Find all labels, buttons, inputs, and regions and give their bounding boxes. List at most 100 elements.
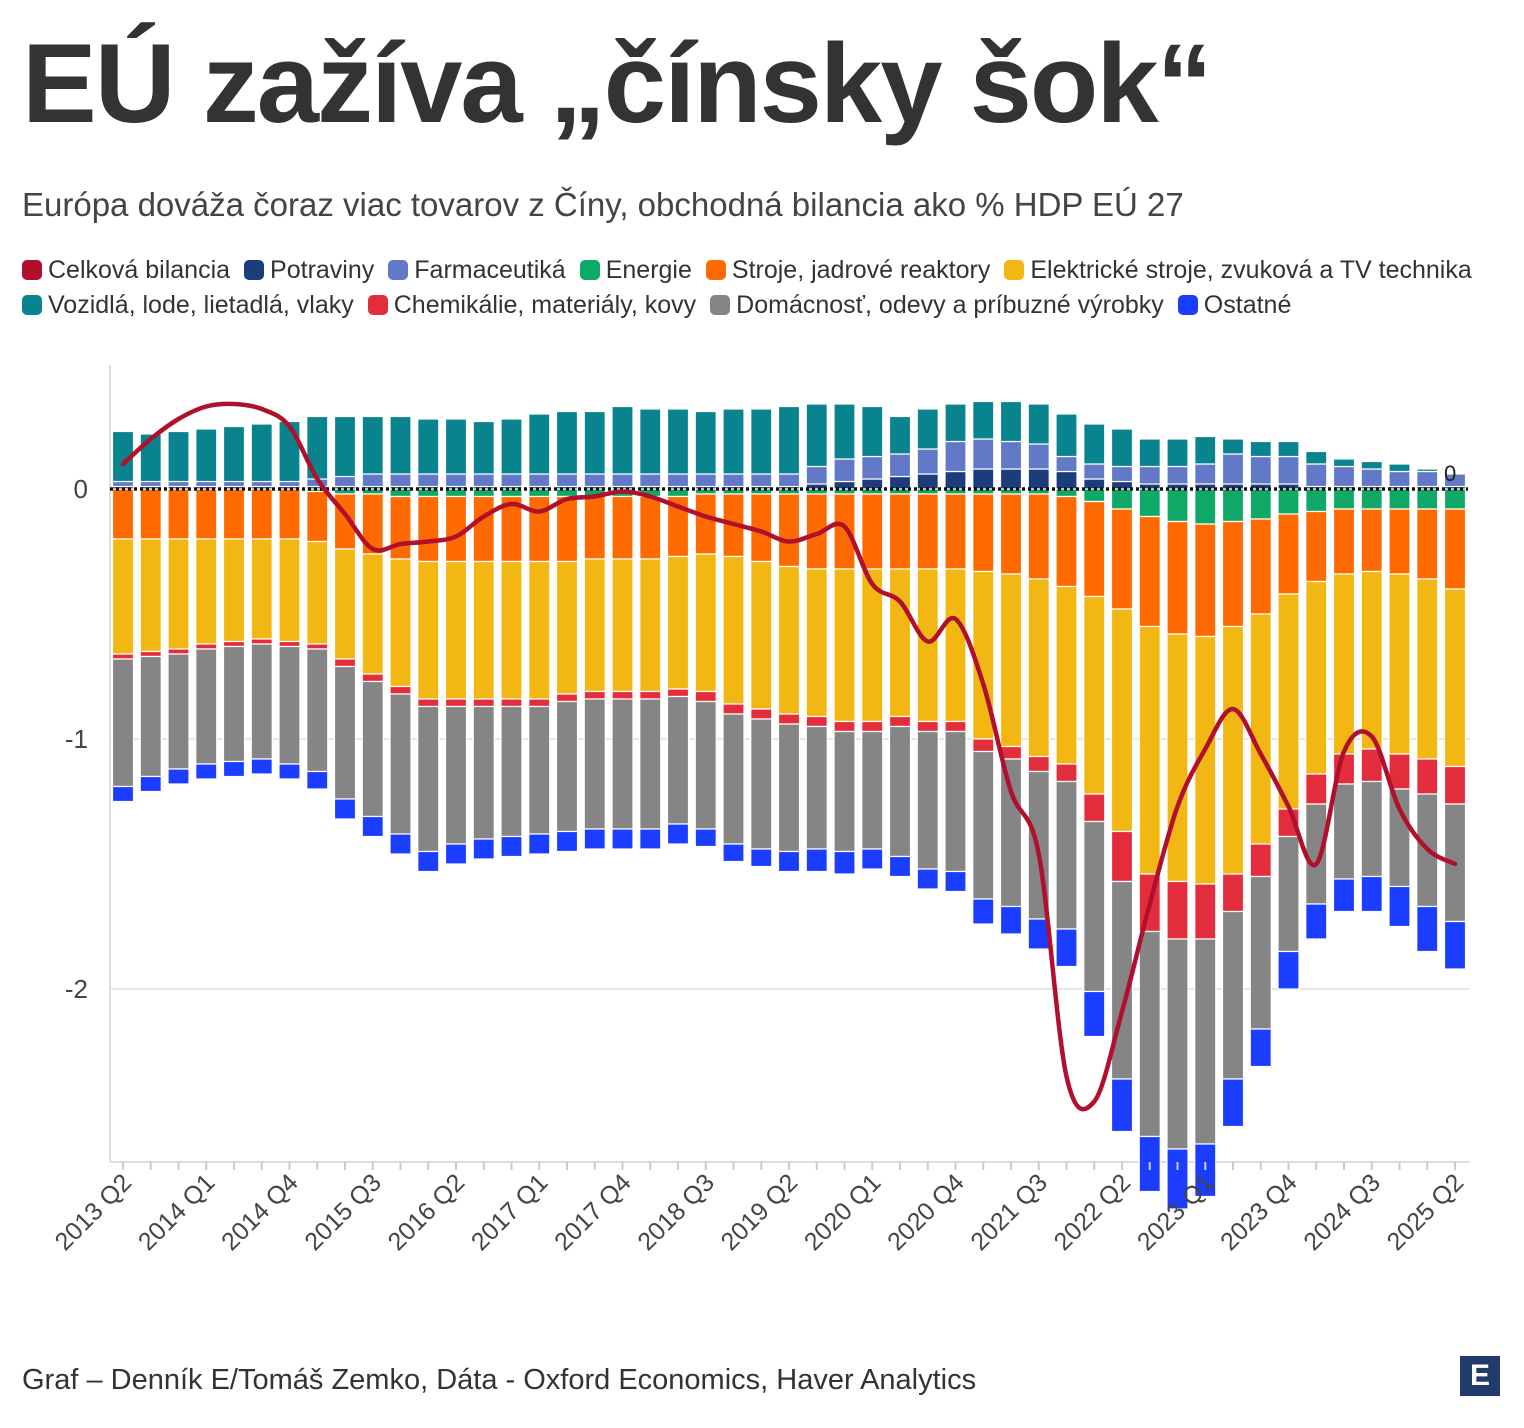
bar-segment-energie <box>1332 488 1356 510</box>
bar-segment-ostatne <box>639 828 662 850</box>
bar-segment-chemikalie <box>972 738 995 753</box>
bar-segment-farmaceutika <box>222 480 246 488</box>
bar-segment-elektricke <box>1388 573 1411 755</box>
legend: Celková bilancia Potraviny Farmaceutiká Ene… <box>22 256 1502 326</box>
bar-segment-ostatne <box>1388 885 1411 928</box>
bar-segment-farmaceutika <box>278 480 301 488</box>
bar-segment-domacnost <box>611 698 634 830</box>
total-balance-line <box>120 401 1458 1112</box>
bar-segment-farmaceutika <box>389 473 412 488</box>
bar-segment-farmaceutika <box>1305 463 1328 488</box>
bar-segment-chemikalie <box>1221 873 1245 913</box>
bar-segment-elektricke <box>1416 578 1439 760</box>
bar-segment-farmaceutika <box>1360 468 1383 488</box>
bar-segment-ostatne <box>1305 903 1328 940</box>
bar-segment-stroje <box>1388 508 1411 575</box>
bar-segment-stroje <box>583 495 606 560</box>
bar-segment-elektricke <box>694 553 717 693</box>
legend-item-stroje: Stroje, jadrové reaktory <box>705 256 990 285</box>
bar-segment-ostatne <box>777 850 801 873</box>
y-tick-label: 0 <box>74 474 88 504</box>
bar-segment-energie <box>1249 488 1272 520</box>
bar-segment-stroje <box>1443 508 1467 590</box>
bar-segment-chemikalie <box>528 698 551 708</box>
bar-segment-elektricke <box>1443 588 1467 768</box>
x-tick-label: 2013 Q2 <box>50 1168 138 1256</box>
bar-segment-farmaceutika <box>777 473 801 488</box>
bar-segment-chemikalie <box>916 720 939 733</box>
bar-segment-vozidla <box>389 415 412 475</box>
bar-segment-domacnost <box>528 705 551 835</box>
bar-segment-elektricke <box>1166 633 1189 883</box>
bar-segment-farmaceutika <box>1055 455 1078 473</box>
bar-segment-ostatne <box>722 843 745 863</box>
bar-segment-farmaceutika <box>1138 465 1161 485</box>
bar-segment-domacnost <box>361 680 384 818</box>
bar-segment-stroje <box>694 493 717 555</box>
bar-segment-farmaceutika <box>750 473 773 488</box>
bar-segment-ostatne <box>444 843 468 865</box>
bar-segment-farmaceutika <box>1221 453 1245 485</box>
bar-segment-elektricke <box>167 538 190 650</box>
bar-segment-elektricke <box>472 560 495 700</box>
legend-label-potraviny: Potraviny <box>270 256 375 284</box>
legend-swatch-potraviny <box>244 260 265 280</box>
bar-segment-vozidla <box>278 420 301 483</box>
legend-swatch-ostatne <box>1177 295 1198 315</box>
bar-segment-farmaceutika <box>583 473 606 488</box>
bar-segment-vozidla <box>500 418 523 475</box>
legend-item-energie: Energie <box>579 256 692 285</box>
bar-segment-elektricke <box>944 568 967 723</box>
x-tick-label: 2020 Q4 <box>882 1168 970 1256</box>
bar-segment-stroje <box>528 495 551 563</box>
legend-item-chemikalie: Chemikálie, materiály, kovy <box>367 291 696 320</box>
bar-segment-elektricke <box>306 540 329 645</box>
x-tick-label: 2017 Q1 <box>466 1168 554 1256</box>
bar-segment-vozidla <box>750 408 773 475</box>
bar-segment-ostatne <box>750 848 773 868</box>
bar-segment-vozidla <box>1332 458 1356 468</box>
bar-segment-elektricke <box>555 560 579 695</box>
bar-segment-energie <box>1277 488 1300 515</box>
legend-label-energie: Energie <box>605 256 692 284</box>
bar-segment-elektricke <box>750 560 773 710</box>
bar-segment-vozidla <box>972 400 995 440</box>
bar-segment-ostatne <box>1110 1078 1134 1133</box>
bar-segment-ostatne <box>1055 928 1078 968</box>
legend-item-domacnost: Domácnosť, odevy a príbuzné výrobky <box>710 291 1164 320</box>
bar-segment-potraviny <box>1055 470 1078 490</box>
bar-segment-chemikalie <box>833 720 856 733</box>
bar-segment-chemikalie <box>1194 883 1217 940</box>
bar-segment-elektricke <box>1277 593 1300 810</box>
bar-segment-domacnost <box>805 725 828 850</box>
bar-segment-chemikalie <box>1443 765 1467 805</box>
bar-segment-elektricke <box>389 558 412 688</box>
bar-segment-ostatne <box>694 828 717 848</box>
bar-segment-ostatne <box>611 828 634 850</box>
bar-segment-chemikalie <box>444 698 468 708</box>
bar-segment-elektricke <box>1332 573 1356 755</box>
bar-segment-vozidla <box>1277 440 1300 458</box>
bar-segment-stroje <box>417 495 440 563</box>
bar-segment-stroje <box>916 493 939 570</box>
bar-segment-vozidla <box>1110 428 1134 468</box>
bar-segment-stroje <box>1110 508 1134 610</box>
bar-segment-farmaceutika <box>1027 443 1050 470</box>
bar-segment-vozidla <box>694 410 717 475</box>
bar-segment-domacnost <box>500 705 523 838</box>
bar-segment-vozidla <box>1221 438 1245 455</box>
x-tick-label: 2025 Q2 <box>1382 1168 1470 1256</box>
bar-segment-ostatne <box>1277 950 1300 990</box>
bar-segment-farmaceutika <box>472 473 495 488</box>
legend-label-farmaceutika: Farmaceutiká <box>414 256 566 284</box>
bar-segment-ostatne <box>500 835 523 858</box>
bar-segment-domacnost <box>1277 835 1300 953</box>
bar-segment-ostatne <box>1194 1143 1217 1198</box>
legend-swatch-domacnost <box>710 295 731 315</box>
bar-segment-ostatne <box>306 770 329 790</box>
legend-swatch-chemikalie <box>367 295 388 315</box>
bar-segment-domacnost <box>750 718 773 850</box>
bar-segment-elektricke <box>195 538 218 645</box>
bar-segment-chemikalie <box>389 685 412 695</box>
bar-segment-vozidla <box>916 408 939 450</box>
